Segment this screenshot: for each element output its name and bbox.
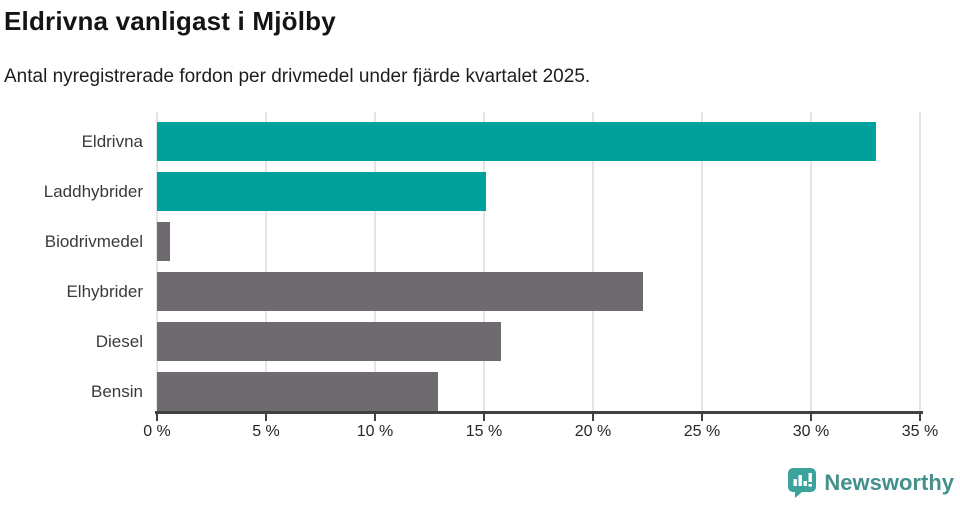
bar-row-0: [157, 112, 920, 162]
tick-label-15: 15 %: [465, 423, 503, 440]
bar-bensin: [157, 372, 439, 411]
x-axis-line: [155, 411, 923, 414]
gridline-30: [810, 112, 812, 412]
tick-mark-10: [374, 414, 376, 421]
bar-row-4: [157, 312, 920, 362]
plot-area: [156, 112, 921, 412]
newsworthy-wordmark: Newsworthy: [824, 470, 954, 495]
bar-diesel: [157, 322, 502, 361]
gridline-15: [483, 112, 485, 412]
tick-label-25: 25 %: [683, 423, 721, 440]
category-label-eldrivna: Eldrivna: [81, 132, 143, 151]
tick-label-35: 35 %: [901, 423, 939, 440]
tick-mark-30: [810, 414, 812, 421]
category-label-bensin: Bensin: [91, 382, 143, 401]
bar-elhybrider: [157, 272, 644, 311]
category-label-diesel: Diesel: [95, 332, 143, 351]
bar-laddhybrider: [157, 172, 487, 211]
tick-mark-15: [483, 414, 485, 421]
chart-subtitle: Antal nyregistrerade fordon per drivmede…: [4, 66, 591, 87]
gridline-35: [919, 112, 921, 412]
tick-label-10: 10 %: [356, 423, 394, 440]
tick-label-20: 20 %: [574, 423, 612, 440]
tick-label-5: 5 %: [252, 423, 280, 440]
bar-row-3: [157, 262, 920, 312]
gridline-0: [156, 112, 158, 412]
gridline-5: [264, 112, 267, 412]
category-label-biodrivmedel: Biodrivmedel: [44, 232, 143, 251]
tick-mark-20: [592, 414, 594, 421]
tick-mark-5: [265, 414, 267, 421]
tick-label-0: 0 %: [143, 423, 171, 440]
bar-biodrivmedel: [157, 222, 171, 261]
bar-chart: Eldrivna vanligast i Mjölby Antal nyregi…: [4, 6, 939, 440]
gridline-20: [591, 112, 594, 412]
bar-eldrivna: [157, 122, 877, 161]
newsworthy-logo-icon: [788, 468, 817, 498]
tick-label-30: 30 %: [792, 423, 830, 440]
tick-mark-0: [156, 414, 158, 421]
tick-mark-25: [701, 414, 703, 421]
bar-row-2: [157, 212, 920, 262]
category-label-elhybrider: Elhybrider: [66, 282, 143, 301]
category-label-laddhybrider: Laddhybrider: [43, 182, 143, 201]
tick-mark-35: [919, 414, 921, 421]
chart-title: Eldrivna vanligast i Mjölby: [4, 6, 336, 36]
bar-row-5: [157, 362, 920, 412]
gridline-10: [373, 112, 376, 412]
bar-row-1: [157, 162, 920, 212]
gridline-25: [701, 112, 703, 412]
newsworthy-brand: Newsworthy: [788, 468, 954, 498]
